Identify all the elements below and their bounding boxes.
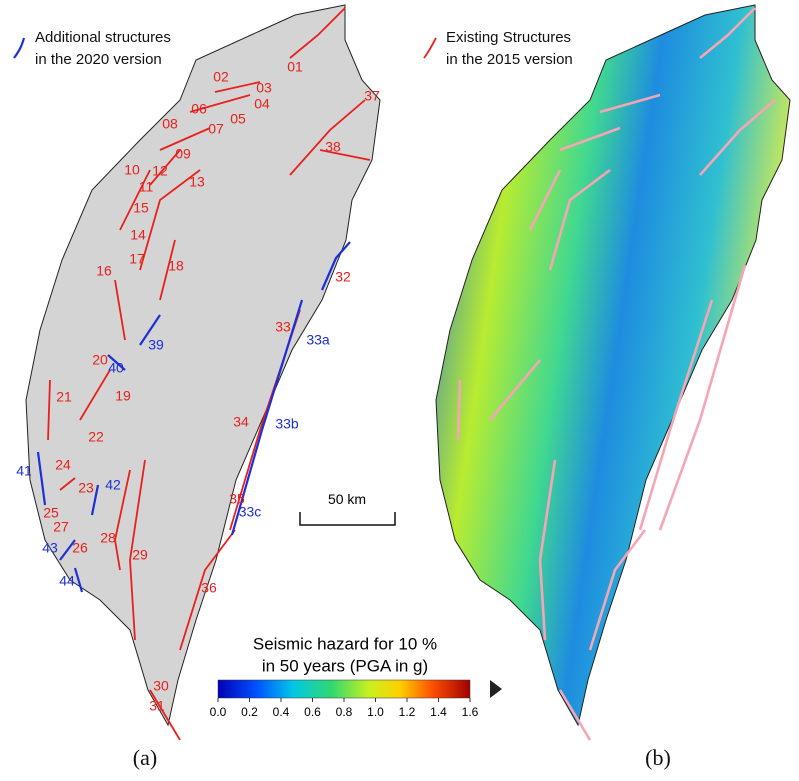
panel-label: (b)	[645, 745, 671, 770]
fault-label: 10	[124, 162, 140, 178]
colorbar-tick-label: 0.8	[336, 705, 353, 719]
fault-label: 13	[189, 174, 205, 190]
fault-label: 39	[148, 337, 164, 353]
legend-line-2015	[424, 38, 436, 58]
fault-label: 19	[115, 388, 131, 404]
fault-label: 22	[88, 429, 104, 445]
fault-label: 29	[132, 547, 148, 563]
fault-label: 12	[152, 163, 168, 179]
fault-label: 33c	[239, 504, 262, 520]
fault-label: 20	[92, 352, 108, 368]
fault-label: 14	[130, 227, 146, 243]
colorbar-tick-label: 1.0	[367, 705, 384, 719]
legend-line-2020	[14, 38, 24, 58]
panel-label: (a)	[133, 745, 157, 770]
fault-label: 03	[256, 80, 272, 96]
fault-label: 08	[162, 116, 178, 132]
fault-label: 42	[105, 477, 121, 493]
fault-label: 02	[213, 69, 229, 85]
legend-text: in the 2020 version	[35, 51, 162, 68]
fault-label: 28	[100, 530, 116, 546]
fault-label: 30	[153, 678, 169, 694]
figure: 50 km (a) (b) Additional structures in th…	[0, 0, 799, 781]
colorbar-tick-label: 0.4	[273, 705, 290, 719]
colorbar-title: Seismic hazard for 10 %	[253, 634, 437, 653]
colorbar	[218, 680, 470, 698]
fault-label: 32	[335, 269, 351, 285]
fault-label: 33b	[275, 416, 299, 432]
fault-label: 01	[287, 59, 303, 75]
fault-label: 41	[16, 463, 32, 479]
legend-text: Additional structures	[35, 29, 171, 46]
colorbar-tick-label: 1.6	[462, 705, 479, 719]
scale-bar	[300, 512, 395, 525]
fault-label: 31	[149, 698, 165, 714]
fault-label: 38	[325, 139, 341, 155]
fault-label: 16	[96, 263, 112, 279]
colorbar-tick-label: 0.6	[304, 705, 321, 719]
fault-label: 33a	[306, 332, 330, 348]
fault-label: 11	[139, 179, 154, 195]
fault-label: 44	[59, 573, 75, 589]
fault-label: 05	[230, 111, 246, 127]
fault-label: 18	[168, 258, 184, 274]
fault-label: 37	[364, 88, 380, 104]
fault-label: 27	[53, 519, 69, 535]
fault-label: 21	[56, 389, 72, 405]
fault-label: 06	[191, 101, 207, 117]
colorbar-tick-label: 0.0	[210, 705, 227, 719]
colorbar-tick-label: 1.2	[399, 705, 416, 719]
fault-label: 33	[275, 319, 291, 335]
fault-label: 23	[78, 480, 94, 496]
fault-label: 26	[72, 540, 88, 556]
fault-label: 07	[208, 121, 224, 137]
fault-label: 15	[133, 200, 149, 216]
island-b	[436, 5, 790, 725]
fault-label: 09	[175, 146, 191, 162]
arrow	[490, 680, 502, 698]
fault-label: 34	[233, 414, 249, 430]
scale-label: 50 km	[328, 491, 366, 507]
colorbar-tick-label: 0.2	[241, 705, 258, 719]
fault-label: 36	[201, 580, 217, 596]
fault-label: 04	[254, 96, 270, 112]
fault-label: 17	[129, 251, 145, 267]
fault-label: 43	[42, 540, 58, 556]
colorbar-title: in 50 years (PGA in g)	[262, 656, 428, 675]
legend-text: in the 2015 version	[446, 51, 573, 68]
legend-text: Existing Structures	[446, 29, 571, 46]
colorbar-tick-label: 1.4	[430, 705, 447, 719]
fault-label: 24	[55, 457, 71, 473]
fault-label: 40	[108, 360, 124, 376]
